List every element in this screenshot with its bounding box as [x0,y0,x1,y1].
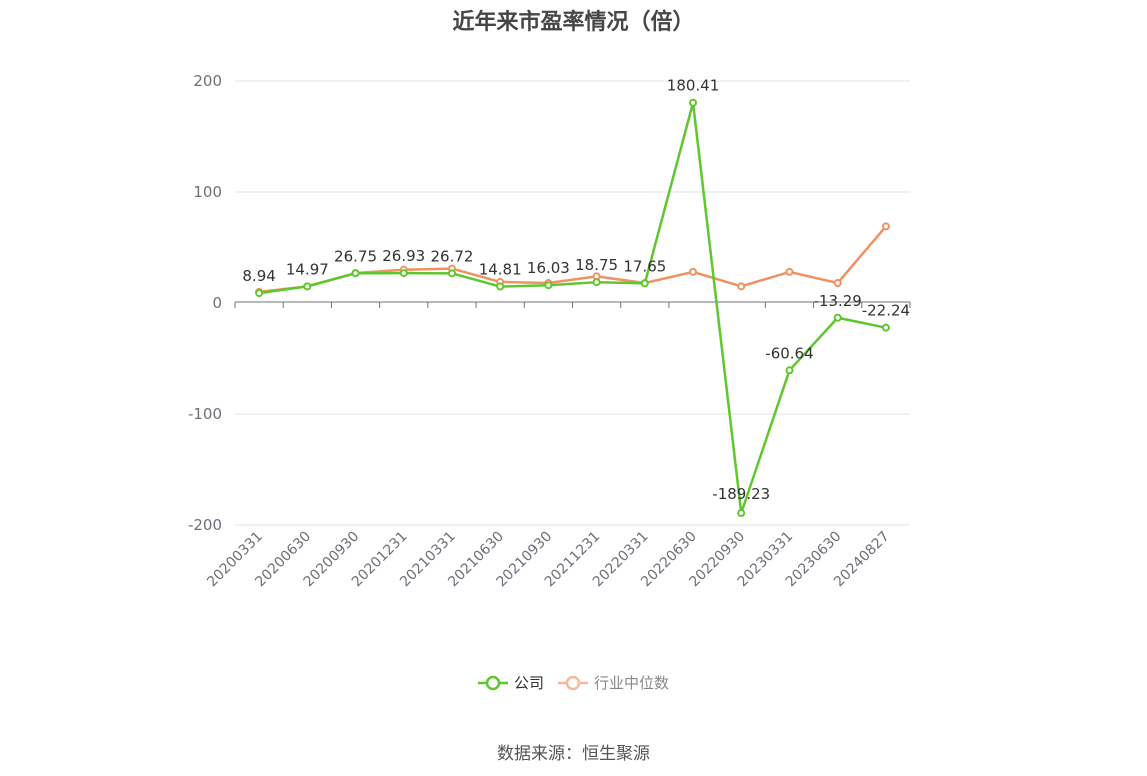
company-point [399,269,408,278]
company-point [351,269,360,278]
chart-title: 近年来市盈率情况（倍） [452,10,695,35]
data-label: 17.65 [623,257,666,275]
company-point [303,282,312,291]
grid-layer [235,80,910,526]
company-point [785,366,794,375]
company-point [689,98,698,107]
legend-company-icon [477,675,508,690]
company-point [447,269,456,278]
industry-point [881,222,890,231]
data-label: -22.24 [862,302,910,320]
data-label: 16.03 [527,259,570,277]
legend-item-industry[interactable]: 行业中位数 [558,672,669,693]
y-tick-label: 100 [193,183,222,201]
data-label: -60.64 [765,344,813,362]
company-point [881,323,890,332]
y-tick-label: -200 [188,516,222,534]
industry-point [833,279,842,288]
y-tick-label: 200 [193,72,222,90]
industry-point [689,267,698,276]
data-label: 26.93 [382,247,425,265]
y-tick-label: 0 [212,294,222,312]
data-label: -189.23 [712,485,770,503]
data-label: 14.97 [286,260,329,278]
line-chart: -200-10001002002020033120200630202009302… [188,72,911,590]
series-layer [255,98,890,518]
company-point [737,509,746,518]
axis-layer: -200-10001002002020033120200630202009302… [188,72,911,590]
industry-point [785,267,794,276]
data-source: 数据来源：恒生聚源 [497,744,650,764]
company-series-line [258,101,887,515]
data-label: 18.75 [575,256,618,274]
label-layer: 8.94 14.97 26.75 26.93 26.72 14.81 16.03 18.75 1… [242,77,910,503]
company-point [833,313,842,322]
industry-point [737,282,746,291]
data-label: 14.81 [479,261,522,279]
legend-company-label: 公司 [513,674,544,692]
company-point [496,282,505,291]
company-point [640,279,649,288]
data-label: -13.29 [813,292,861,310]
data-label: 8.94 [242,267,275,285]
legend: 公司 行业中位数 [0,672,1147,693]
legend-industry-label: 行业中位数 [594,674,670,692]
data-label: 26.75 [334,247,377,265]
company-point [255,289,264,298]
company-point [544,281,553,290]
company-point [592,278,601,287]
data-label: 26.72 [430,247,473,265]
data-label: 180.41 [667,77,720,95]
legend-industry-icon [558,675,588,690]
y-tick-label: -100 [188,405,222,423]
legend-item-company[interactable]: 公司 [477,672,544,693]
